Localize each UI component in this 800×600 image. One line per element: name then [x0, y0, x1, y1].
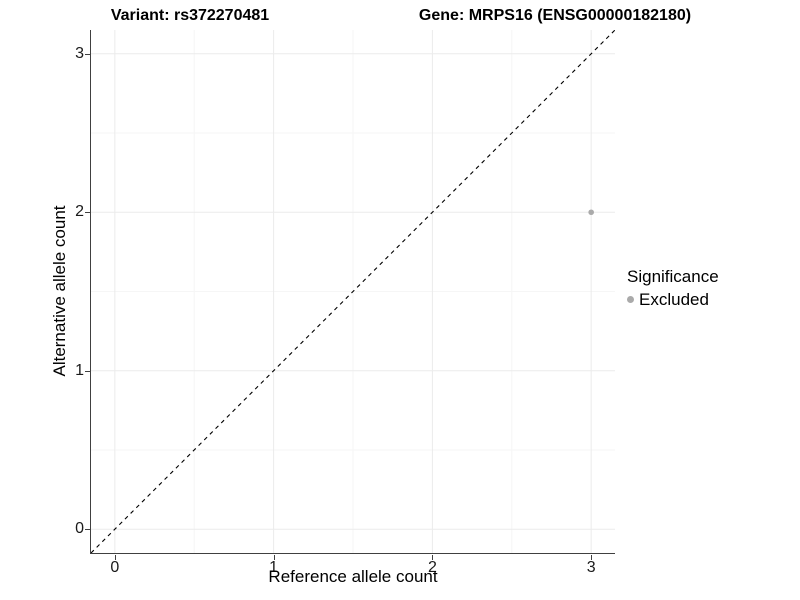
data-point — [587, 209, 594, 216]
legend: Significance Excluded — [627, 266, 719, 310]
legend-entry-label: Excluded — [639, 290, 709, 309]
plot-title-gene: Gene: MRPS16 (ENSG00000182180) — [418, 7, 692, 24]
y-tick-mark — [84, 370, 90, 372]
legend-items: Excluded — [627, 289, 719, 310]
y-tick-label: 2 — [75, 203, 84, 221]
legend-title: Significance — [627, 267, 719, 286]
x-tick-label: 1 — [269, 559, 279, 576]
y-tick-label: 1 — [75, 361, 84, 379]
y-tick-mark — [84, 529, 90, 531]
plot-canvas — [90, 30, 615, 553]
x-tick-mark — [591, 554, 593, 560]
x-axis-title: Reference allele count — [268, 567, 438, 586]
plot-title-variant: Variant: rs372270481 — [110, 7, 270, 24]
x-tick-mark — [432, 554, 434, 560]
legend-item: Excluded — [627, 289, 719, 310]
y-tick-mark — [84, 212, 90, 214]
x-tick-mark — [114, 554, 116, 560]
y-tick-label: 0 — [75, 520, 84, 538]
legend-point-icon — [627, 296, 634, 303]
y-tick-label: 3 — [75, 44, 84, 62]
x-tick-label: 3 — [586, 559, 596, 576]
x-tick-mark — [273, 554, 275, 560]
x-tick-label: 2 — [427, 559, 437, 576]
plot-panel — [89, 30, 615, 554]
identity-line — [90, 30, 615, 553]
y-tick-mark — [84, 53, 90, 55]
y-axis-title: Alternative allele count — [50, 205, 69, 377]
x-tick-label: 0 — [110, 559, 120, 576]
